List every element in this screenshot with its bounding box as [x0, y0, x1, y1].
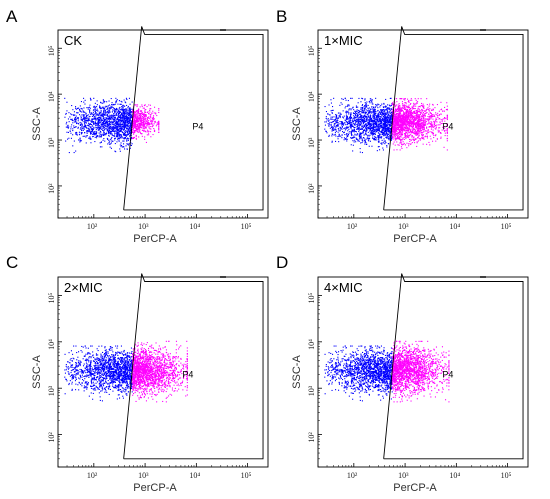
event-dots	[324, 97, 448, 154]
y-tick-label: 10⁵	[47, 292, 56, 303]
y-tick-label: 10⁴	[47, 91, 56, 102]
y-tick-label: 10⁴	[307, 91, 316, 102]
gate-label: P4	[442, 370, 453, 380]
y-tick-label: 10³	[47, 137, 56, 148]
x-axis-label: PerCP-A	[133, 233, 177, 245]
gate-P4-outline	[123, 273, 264, 460]
y-tick-label: 10⁴	[307, 339, 316, 350]
x-tick-label: 10⁴	[449, 222, 460, 231]
y-tick-label: 10⁵	[307, 292, 316, 303]
panel-letter: A	[6, 7, 18, 26]
x-tick-label: 10⁵	[241, 222, 252, 231]
gate-label: P4	[192, 121, 203, 131]
y-axis-label: SSC-A	[291, 355, 303, 389]
y-axis-label: SSC-A	[31, 107, 43, 141]
x-axis-label: PerCP-A	[133, 482, 177, 494]
gate-P4-outline	[383, 26, 524, 211]
y-tick-label: 10⁵	[47, 45, 56, 56]
panel-letter: D	[276, 253, 288, 272]
y-axis-label: SSC-A	[291, 107, 303, 141]
y-tick-label: 10³	[307, 385, 316, 396]
x-tick-label: 10⁴	[449, 471, 460, 480]
x-tick-label: 10⁵	[241, 471, 252, 480]
y-tick-label: 10⁵	[307, 45, 316, 56]
x-tick-label: 10²	[347, 471, 358, 480]
panel-letter: C	[6, 253, 18, 272]
panel-A: A P4 CK 10² 10³ 10⁴ 10⁵ 10² 10³ 10⁴ 10⁵ PerCP-A SSC-…	[6, 7, 269, 245]
x-tick-label: 10⁴	[189, 222, 200, 231]
panel-C: C P4 2×MIC 10² 10³ 10⁴ 10⁵ 10² 10³ 10⁴ 10⁵ PerCP-A S…	[6, 253, 269, 494]
panel-title: 1×MIC	[324, 33, 363, 48]
x-tick-label: 10⁵	[501, 471, 512, 480]
event-dots	[324, 340, 450, 403]
x-axis-label: PerCP-A	[393, 482, 437, 494]
panel-title: CK	[64, 33, 82, 48]
x-tick-label: 10²	[347, 222, 358, 231]
y-tick-label: 10³	[47, 385, 56, 396]
x-axis-label: PerCP-A	[393, 233, 437, 245]
panel-D: D P4 4×MIC 10² 10³ 10⁴ 10⁵ 10² 10³ 10⁴ 10⁵ PerCP-A S…	[276, 253, 529, 494]
gate-label: P4	[442, 121, 453, 131]
x-tick-label: 10⁴	[189, 471, 200, 480]
event-dots	[64, 340, 188, 403]
y-axis-label: SSC-A	[31, 355, 43, 389]
x-tick-label: 10⁵	[501, 222, 512, 231]
y-tick-label: 10²	[307, 183, 316, 194]
gate-P4-outline	[383, 273, 524, 460]
y-tick-label: 10⁴	[47, 339, 56, 350]
y-tick-label: 10³	[307, 137, 316, 148]
gate-label: P4	[182, 370, 193, 380]
panel-title: 4×MIC	[324, 280, 363, 295]
x-tick-label: 10²	[87, 222, 98, 231]
panel-B: B P4 1×MIC 10² 10³ 10⁴ 10⁵ 10² 10³ 10⁴ 10⁵ PerCP-A S…	[276, 7, 529, 245]
panel-letter: B	[276, 7, 287, 26]
x-tick-label: 10³	[398, 471, 409, 480]
gate-P4-outline	[123, 26, 264, 211]
y-tick-label: 10²	[47, 432, 56, 443]
x-tick-label: 10²	[87, 471, 98, 480]
x-tick-label: 10³	[398, 222, 409, 231]
x-tick-label: 10³	[138, 471, 149, 480]
x-tick-label: 10³	[138, 222, 149, 231]
y-tick-label: 10²	[307, 432, 316, 443]
panel-title: 2×MIC	[64, 280, 103, 295]
y-tick-label: 10²	[47, 183, 56, 194]
